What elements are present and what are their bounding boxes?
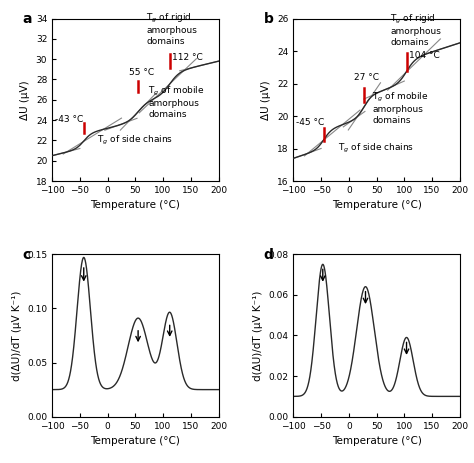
Y-axis label: d(ΔU)/dT (μV K⁻¹): d(ΔU)/dT (μV K⁻¹) [11,290,22,381]
X-axis label: Temperature (°C): Temperature (°C) [332,200,421,211]
Text: T$_g$ of side chains: T$_g$ of side chains [97,134,173,147]
Text: 112 °C: 112 °C [173,53,203,62]
X-axis label: Temperature (°C): Temperature (°C) [91,436,180,446]
Text: a: a [22,12,32,26]
Text: T$_g$ of mobile
amorphous
domains: T$_g$ of mobile amorphous domains [372,91,428,125]
Text: c: c [22,248,30,262]
Text: T$_g$ of rigid
amorphous
domains: T$_g$ of rigid amorphous domains [391,13,441,47]
Y-axis label: ΔU (μV): ΔU (μV) [262,80,272,119]
Text: d: d [264,248,273,262]
X-axis label: Temperature (°C): Temperature (°C) [91,200,180,211]
Y-axis label: ΔU (μV): ΔU (μV) [20,80,30,119]
Text: -43 °C: -43 °C [55,114,83,124]
Text: 104 °C: 104 °C [410,51,440,60]
Text: -45 °C: -45 °C [296,118,324,127]
Text: T$_g$ of mobile
amorphous
domains: T$_g$ of mobile amorphous domains [148,85,204,119]
X-axis label: Temperature (°C): Temperature (°C) [332,436,421,446]
Y-axis label: d(ΔU)/dT (μV K⁻¹): d(ΔU)/dT (μV K⁻¹) [253,290,263,381]
Text: T$_g$ of side chains: T$_g$ of side chains [338,142,414,155]
Text: T$_g$ of rigid
amorphous
domains: T$_g$ of rigid amorphous domains [146,12,197,46]
Text: 55 °C: 55 °C [128,68,154,77]
Text: 27 °C: 27 °C [355,73,379,81]
Text: b: b [264,12,273,26]
